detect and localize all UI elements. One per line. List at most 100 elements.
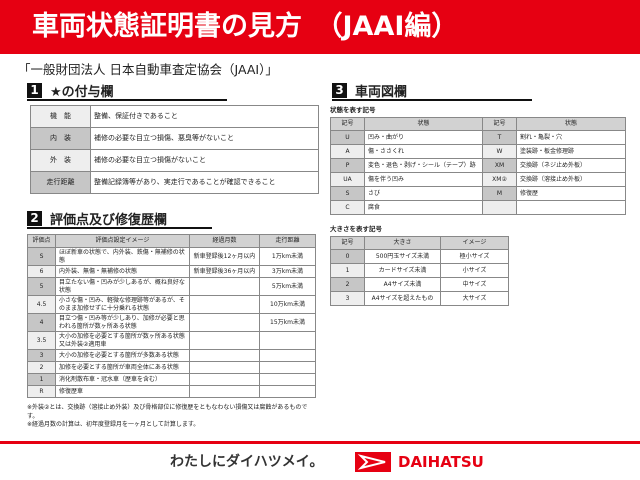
table-row: 4 目立つ傷・凹み等が少しあり、加修が必要と思われる箇所が数ヶ所ある状態 15万km… — [27, 313, 316, 332]
table-cell: カードサイズ未満 — [364, 263, 441, 278]
table-cell: さび — [364, 186, 483, 201]
header-row: 評価点 評価点設定イメージ 経過月数 走行距離 — [27, 234, 316, 248]
table-row: 4.5 小さな傷・凹み、軽微な修理跡等があるが、そのまま加修せずに十分乗れる状態 1… — [27, 295, 316, 314]
table-cell: 1 — [330, 263, 365, 278]
section-number: 1 — [27, 83, 42, 98]
table-cell: XM — [482, 158, 517, 173]
table-cell: P — [330, 158, 365, 173]
table-cell — [189, 331, 260, 350]
size-symbols-table: 記号 大きさ イメージ 0 500円玉サイズ未満 極小サイズ 1 カードサイズ未満 小サイズ 2 A… — [330, 236, 509, 306]
table-cell: 1 — [27, 373, 56, 386]
left-column: 1 ★の付与欄 機 能整備、保証付きであること内 装補修の必要な目立つ損傷、悪臭等… — [27, 82, 319, 430]
page-title: 車両状態証明書の見方 （JAAI編） — [0, 0, 640, 54]
column-header: イメージ — [440, 236, 509, 250]
table-cell: A4サイズを超えたもの — [364, 291, 441, 306]
table-cell: 15万km未満 — [259, 313, 316, 332]
table-cell: 2 — [330, 277, 365, 292]
table-row: P 変色・退色・剥げ・シール（テープ）跡 XM 交換跡（ネジ止め外板） — [330, 158, 626, 173]
table-cell: 凹み・曲がり — [364, 130, 483, 145]
table-cell — [482, 200, 517, 215]
table-cell: 修復歴車 — [55, 385, 190, 398]
table-cell: 割れ・亀裂・穴 — [516, 130, 626, 145]
table-cell — [259, 373, 316, 386]
table-cell: 新車登録後36ヶ月以内 — [189, 265, 260, 278]
table-cell: UA — [330, 172, 365, 187]
table-cell: 3万km未満 — [259, 265, 316, 278]
table-cell: 3 — [27, 349, 56, 362]
table-cell: 傷・ささくれ — [364, 144, 483, 159]
table-cell: C — [330, 200, 365, 215]
header-row: 記号 状態 記号 状態 — [330, 117, 626, 131]
table-row: 6 内外装、無傷・無補修の状態 新車登録後36ヶ月以内 3万km未満 — [27, 265, 316, 278]
section1-heading: 1 ★の付与欄 — [27, 82, 227, 101]
table-cell: 交換跡（溶接止め外板） — [516, 172, 626, 187]
star-table: 機 能整備、保証付きであること内 装補修の必要な目立つ損傷、悪臭等がないこと外 … — [30, 105, 319, 194]
table-cell — [189, 277, 260, 296]
table-cell — [189, 295, 260, 314]
table-row: 3.5 大小の加修を必要とする箇所が数ヶ所ある状態又は外装②適用車 — [27, 331, 316, 350]
table-row: 5 目立たない傷・凹みが少しあるが、概ね良好な状態 5万km未満 — [27, 277, 316, 296]
table-cell: 10万km未満 — [259, 295, 316, 314]
table-cell — [189, 361, 260, 374]
table-row: 3 A4サイズを超えたもの 大サイズ — [330, 291, 509, 306]
table-cell: 整備記録簿等があり、実走行であることが確認できること — [90, 171, 319, 194]
section-number: 2 — [27, 211, 42, 226]
section-title: 車両図欄 — [355, 85, 408, 100]
table-cell — [189, 349, 260, 362]
table-cell: 500円玉サイズ未満 — [364, 249, 441, 264]
table-cell — [516, 200, 626, 215]
column-header: 走行距離 — [259, 234, 316, 248]
table-cell: 小サイズ — [440, 263, 509, 278]
table-cell: 交換跡（ネジ止め外板） — [516, 158, 626, 173]
table-cell: 大小の加修を必要とする箇所が多数ある状態 — [55, 349, 190, 362]
table-cell: W — [482, 144, 517, 159]
table-row: R 修復歴車 — [27, 385, 316, 398]
table-cell — [189, 385, 260, 398]
table-cell — [259, 361, 316, 374]
column-header: 状態 — [364, 117, 483, 131]
table-row: 走行距離 整備記録簿等があり、実走行であることが確認できること — [30, 171, 319, 194]
column-header: 大きさ — [364, 236, 441, 250]
table-cell — [259, 385, 316, 398]
right-column: 3 車両図欄 状態を表す記号 記号 状態 記号 状態 U 凹み・曲がり T 割れ・亀裂・穴 A 傷・… — [330, 82, 626, 306]
table-row: 2 加修を必要とする箇所が車両全体にある状態 — [27, 361, 316, 374]
table-cell: 3 — [330, 291, 365, 306]
table-cell: R — [27, 385, 56, 398]
table-cell: 塗装跡・板金修理跡 — [516, 144, 626, 159]
size-symbols-title: 大きさを表す記号 — [330, 225, 382, 233]
table-row: S さび M 修復歴 — [330, 186, 626, 201]
table-cell: 0 — [330, 249, 365, 264]
header-row: 記号 大きさ イメージ — [330, 236, 509, 250]
section-title: 評価点及び修復歴欄 — [50, 213, 168, 228]
score-table: 評価点 評価点設定イメージ 経過月数 走行距離 S ほぼ新車の状態で、内外装、鉄傷・無補修… — [27, 234, 316, 398]
column-header: 記号 — [330, 117, 365, 131]
column-header: 状態 — [516, 117, 626, 131]
table-row: 1 カードサイズ未満 小サイズ — [330, 263, 509, 278]
table-row: U 凹み・曲がり T 割れ・亀裂・穴 — [330, 130, 626, 145]
table-cell: 機 能 — [30, 105, 91, 128]
table-cell: 小さな傷・凹み、軽微な修理跡等があるが、そのまま加修せずに十分乗れる状態 — [55, 295, 190, 314]
state-symbols-title: 状態を表す記号 — [330, 106, 376, 114]
table-cell: 消化剤散布車・冠水車（歴車を含む） — [55, 373, 190, 386]
table-row: UA 傷を伴う凹み XM② 交換跡（溶接止め外板） — [330, 172, 626, 187]
daihatsu-logo-icon — [355, 452, 391, 472]
table-cell: 補修の必要な目立つ損傷、悪臭等がないこと — [90, 127, 319, 150]
footer-divider — [0, 441, 640, 444]
table-cell: 6 — [27, 265, 56, 278]
column-header: 評価点 — [27, 234, 56, 248]
table-cell — [189, 373, 260, 386]
column-header: 記号 — [482, 117, 517, 131]
table-cell — [259, 349, 316, 362]
table-row: 機 能整備、保証付きであること — [30, 105, 319, 128]
section3-heading: 3 車両図欄 — [332, 82, 532, 101]
table-row: 2 A4サイズ未満 中サイズ — [330, 277, 509, 292]
table-cell: 整備、保証付きであること — [90, 105, 319, 128]
section2-heading: 2 評価点及び修復歴欄 — [27, 210, 212, 229]
table-cell: 2 — [27, 361, 56, 374]
column-header: 評価点設定イメージ — [55, 234, 190, 248]
table-cell: S — [27, 247, 56, 266]
table-cell: 内 装 — [30, 127, 91, 150]
table-cell: U — [330, 130, 365, 145]
section-number: 3 — [332, 83, 347, 98]
table-cell: 大小の加修を必要とする箇所が数ヶ所ある状態又は外装②適用車 — [55, 331, 190, 350]
